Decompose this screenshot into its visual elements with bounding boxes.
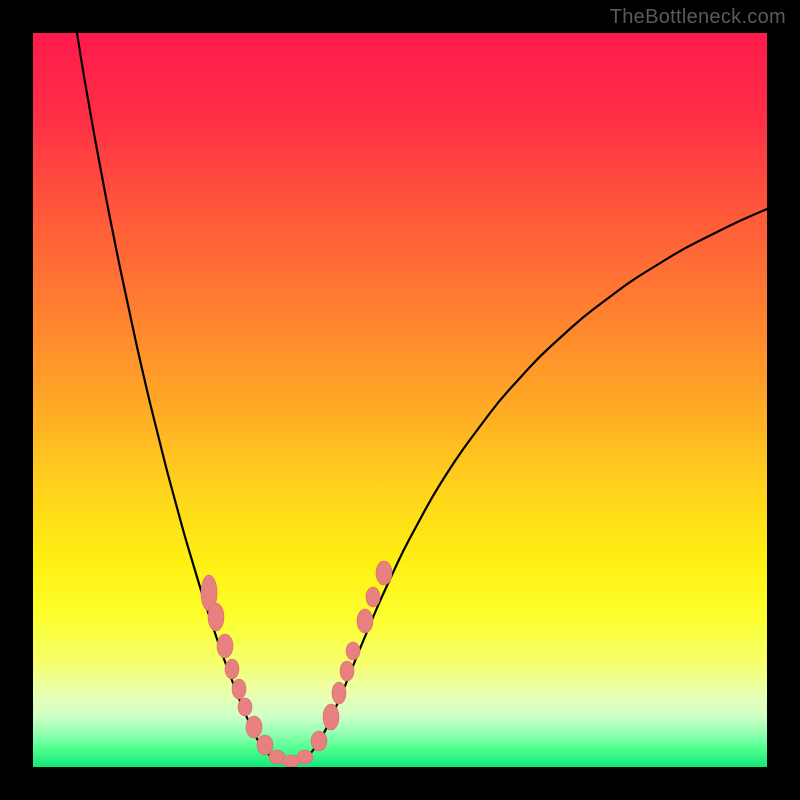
- data-marker: [323, 704, 339, 730]
- data-marker: [357, 609, 373, 633]
- data-marker: [225, 659, 239, 679]
- data-marker: [311, 731, 327, 751]
- data-marker: [346, 642, 360, 660]
- data-marker: [332, 682, 346, 704]
- data-marker: [246, 716, 262, 738]
- data-marker: [238, 698, 252, 716]
- data-markers: [33, 33, 767, 767]
- data-marker: [208, 603, 224, 631]
- data-marker: [257, 735, 273, 755]
- data-marker: [217, 634, 233, 658]
- attribution-text: TheBottleneck.com: [610, 6, 786, 29]
- data-marker: [340, 661, 354, 681]
- chart-area: [33, 33, 767, 767]
- data-marker: [366, 587, 380, 607]
- data-marker: [232, 679, 246, 699]
- data-marker: [376, 561, 392, 585]
- data-marker: [297, 750, 313, 764]
